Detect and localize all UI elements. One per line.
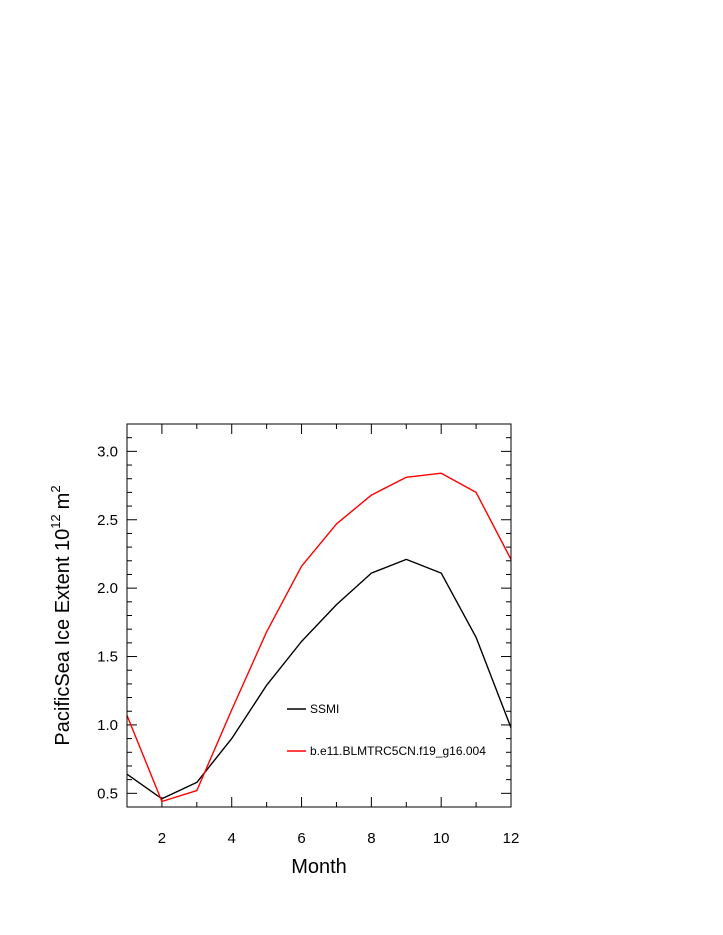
labels-layer: 2 4 6 8 10 12 0.5 1.0 1.5 2.0 2.5 3.0 <box>97 443 519 847</box>
y-tick-label: 2.0 <box>97 580 118 597</box>
x-tick-label: 8 <box>367 830 375 847</box>
y-axis-title-unit: m <box>52 493 74 510</box>
y-tick-label: 2.5 <box>97 512 118 529</box>
y-axis-title: PacificSea Ice Extent 1012 m2 <box>48 485 74 745</box>
series-line-model <box>126 472 512 803</box>
y-tick-label: 1.0 <box>97 717 118 734</box>
x-tick-label: 12 <box>503 830 520 847</box>
y-axis-title-unit-exponent: 2 <box>48 485 63 492</box>
x-tick-label: 4 <box>228 830 236 847</box>
x-tick-label: 6 <box>297 830 305 847</box>
y-tick-label: 3.0 <box>97 443 118 460</box>
series-layer <box>126 472 512 803</box>
plot-frame <box>126 423 512 808</box>
y-axis-title-exponent: 12 <box>48 514 63 528</box>
x-tick-label: 2 <box>158 830 166 847</box>
legend: SSMI b.e11.BLMTRC5CN.f19_g16.004 <box>287 702 486 758</box>
series-line-ssmi <box>126 558 512 800</box>
x-tick-label: 10 <box>433 830 450 847</box>
legend-label: SSMI <box>310 702 339 716</box>
y-tick-label: 0.5 <box>97 785 118 802</box>
legend-label: b.e11.BLMTRC5CN.f19_g16.004 <box>310 744 486 758</box>
y-axis-title-main: PacificSea Ice Extent 10 <box>52 529 74 746</box>
y-tick-label: 1.5 <box>97 649 118 666</box>
x-axis-title: Month <box>291 856 347 878</box>
